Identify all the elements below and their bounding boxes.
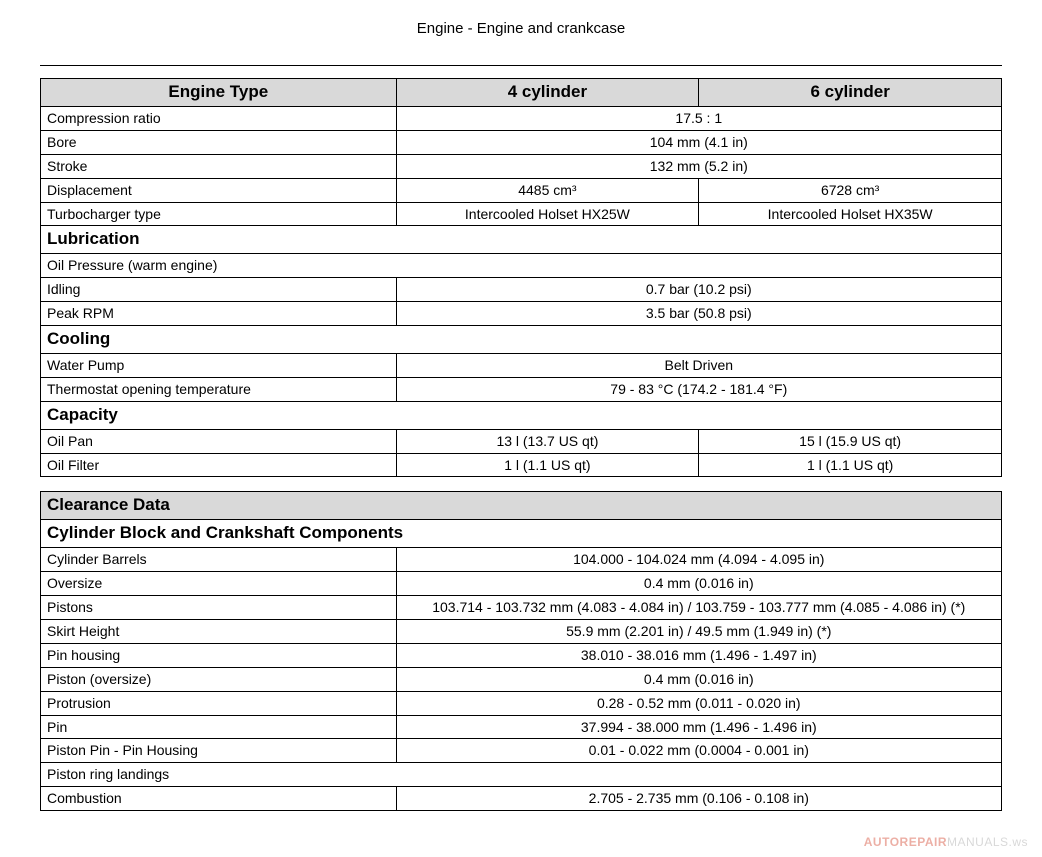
label: Piston ring landings (41, 763, 1002, 787)
label: Pin housing (41, 643, 397, 667)
label: Oil Pan (41, 429, 397, 453)
section-clearance: Clearance Data (41, 492, 1002, 520)
value: 37.994 - 38.000 mm (1.496 - 1.496 in) (396, 715, 1001, 739)
value-6cyl: 1 l (1.1 US qt) (699, 453, 1002, 477)
row-turbo: Turbocharger type Intercooled Holset HX2… (41, 202, 1002, 226)
label: Piston Pin - Pin Housing (41, 739, 397, 763)
section-capacity: Capacity (41, 401, 1002, 429)
row-ring-landings: Piston ring landings (41, 763, 1002, 787)
label: Oil Pressure (warm engine) (41, 254, 1002, 278)
value: 0.28 - 0.52 mm (0.011 - 0.020 in) (396, 691, 1001, 715)
row-water-pump: Water Pump Belt Driven (41, 353, 1002, 377)
row-displacement: Displacement 4485 cm³ 6728 cm³ (41, 178, 1002, 202)
value: 104.000 - 104.024 mm (4.094 - 4.095 in) (396, 548, 1001, 572)
clearance-data-table: Clearance Data Cylinder Block and Cranks… (40, 491, 1002, 811)
row-protrusion: Protrusion 0.28 - 0.52 mm (0.011 - 0.020… (41, 691, 1002, 715)
value: 132 mm (5.2 in) (396, 154, 1001, 178)
col-header-4cyl: 4 cylinder (396, 79, 699, 107)
divider (40, 65, 1002, 66)
label: Displacement (41, 178, 397, 202)
section-header: Cooling (41, 326, 1002, 354)
value-6cyl: Intercooled Holset HX35W (699, 202, 1002, 226)
section-header: Clearance Data (41, 492, 1002, 520)
label: Skirt Height (41, 619, 397, 643)
label: Cylinder Barrels (41, 548, 397, 572)
label: Protrusion (41, 691, 397, 715)
label: Pistons (41, 596, 397, 620)
label: Oil Filter (41, 453, 397, 477)
row-thermostat: Thermostat opening temperature 79 - 83 °… (41, 377, 1002, 401)
value-4cyl: Intercooled Holset HX25W (396, 202, 699, 226)
col-header-engine-type: Engine Type (41, 79, 397, 107)
section-header: Capacity (41, 401, 1002, 429)
value: 0.7 bar (10.2 psi) (396, 278, 1001, 302)
value: Belt Driven (396, 353, 1001, 377)
value-6cyl: 6728 cm³ (699, 178, 1002, 202)
label: Piston (oversize) (41, 667, 397, 691)
value: 103.714 - 103.732 mm (4.083 - 4.084 in) … (396, 596, 1001, 620)
label: Idling (41, 278, 397, 302)
value: 104 mm (4.1 in) (396, 130, 1001, 154)
row-bore: Bore 104 mm (4.1 in) (41, 130, 1002, 154)
section-lubrication: Lubrication (41, 226, 1002, 254)
value: 79 - 83 °C (174.2 - 181.4 °F) (396, 377, 1001, 401)
value-4cyl: 4485 cm³ (396, 178, 699, 202)
section-header: Lubrication (41, 226, 1002, 254)
label: Thermostat opening temperature (41, 377, 397, 401)
value-6cyl: 15 l (15.9 US qt) (699, 429, 1002, 453)
row-pin-housing: Pin housing 38.010 - 38.016 mm (1.496 - … (41, 643, 1002, 667)
section-cooling: Cooling (41, 326, 1002, 354)
row-combustion: Combustion 2.705 - 2.735 mm (0.106 - 0.1… (41, 787, 1002, 811)
row-piston-pin-pin-housing: Piston Pin - Pin Housing 0.01 - 0.022 mm… (41, 739, 1002, 763)
row-pin: Pin 37.994 - 38.000 mm (1.496 - 1.496 in… (41, 715, 1002, 739)
label: Water Pump (41, 353, 397, 377)
label: Compression ratio (41, 106, 397, 130)
page-title: Engine - Engine and crankcase (40, 20, 1002, 37)
row-idling: Idling 0.7 bar (10.2 psi) (41, 278, 1002, 302)
row-oil-filter: Oil Filter 1 l (1.1 US qt) 1 l (1.1 US q… (41, 453, 1002, 477)
watermark-main: AUTOREPAIR (864, 835, 947, 849)
engine-type-table: Engine Type 4 cylinder 6 cylinder Compre… (40, 78, 1002, 477)
section-block: Cylinder Block and Crankshaft Components (41, 520, 1002, 548)
value-4cyl: 1 l (1.1 US qt) (396, 453, 699, 477)
row-oil-pan: Oil Pan 13 l (13.7 US qt) 15 l (15.9 US … (41, 429, 1002, 453)
value: 0.4 mm (0.016 in) (396, 667, 1001, 691)
label: Oversize (41, 572, 397, 596)
label: Pin (41, 715, 397, 739)
row-cyl-barrels: Cylinder Barrels 104.000 - 104.024 mm (4… (41, 548, 1002, 572)
row-peak-rpm: Peak RPM 3.5 bar (50.8 psi) (41, 302, 1002, 326)
value-4cyl: 13 l (13.7 US qt) (396, 429, 699, 453)
watermark: AUTOREPAIRMANUALS.ws (864, 835, 1028, 849)
label: Stroke (41, 154, 397, 178)
value: 55.9 mm (2.201 in) / 49.5 mm (1.949 in) … (396, 619, 1001, 643)
label: Bore (41, 130, 397, 154)
label: Turbocharger type (41, 202, 397, 226)
watermark-sub: MANUALS.ws (947, 835, 1028, 849)
row-stroke: Stroke 132 mm (5.2 in) (41, 154, 1002, 178)
section-header: Cylinder Block and Crankshaft Components (41, 520, 1002, 548)
value: 38.010 - 38.016 mm (1.496 - 1.497 in) (396, 643, 1001, 667)
label: Peak RPM (41, 302, 397, 326)
value: 2.705 - 2.735 mm (0.106 - 0.108 in) (396, 787, 1001, 811)
row-oversize: Oversize 0.4 mm (0.016 in) (41, 572, 1002, 596)
row-compression: Compression ratio 17.5 : 1 (41, 106, 1002, 130)
col-header-6cyl: 6 cylinder (699, 79, 1002, 107)
value: 0.4 mm (0.016 in) (396, 572, 1001, 596)
value: 0.01 - 0.022 mm (0.0004 - 0.001 in) (396, 739, 1001, 763)
value: 17.5 : 1 (396, 106, 1001, 130)
row-oil-pressure: Oil Pressure (warm engine) (41, 254, 1002, 278)
table-header-row: Engine Type 4 cylinder 6 cylinder (41, 79, 1002, 107)
row-pistons: Pistons 103.714 - 103.732 mm (4.083 - 4.… (41, 596, 1002, 620)
label: Combustion (41, 787, 397, 811)
row-piston-oversize: Piston (oversize) 0.4 mm (0.016 in) (41, 667, 1002, 691)
row-skirt-height: Skirt Height 55.9 mm (2.201 in) / 49.5 m… (41, 619, 1002, 643)
value: 3.5 bar (50.8 psi) (396, 302, 1001, 326)
